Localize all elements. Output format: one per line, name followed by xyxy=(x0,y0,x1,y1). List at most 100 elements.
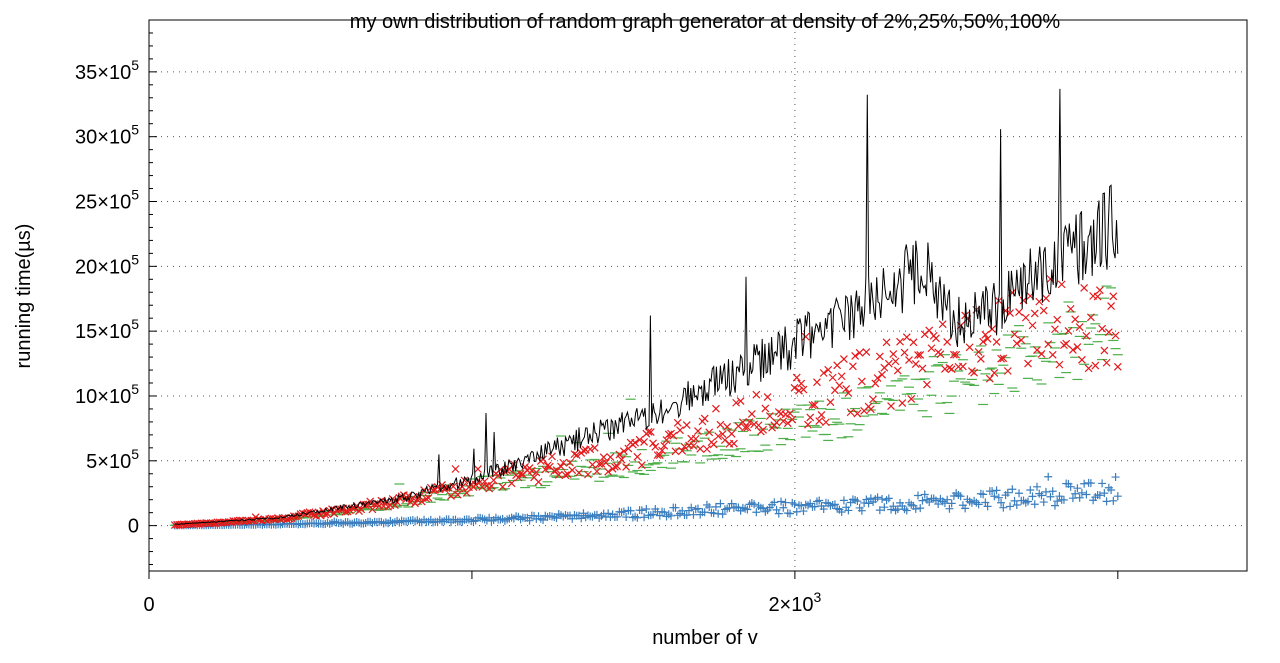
series-point-plus xyxy=(525,516,534,525)
series-point-cross xyxy=(878,370,887,379)
series-point-cross xyxy=(810,401,819,409)
series-point-cross xyxy=(584,470,592,479)
series-point-cross xyxy=(1111,331,1120,340)
series-point-cross xyxy=(783,419,792,428)
series-point-cross xyxy=(896,337,904,346)
series-point-cross xyxy=(938,320,947,329)
series-point-cross xyxy=(1071,315,1080,324)
series-line xyxy=(174,88,1119,525)
series-point-cross xyxy=(806,413,815,422)
series-point-plus xyxy=(914,491,922,500)
series-point-cross xyxy=(586,445,595,454)
series-point-cross xyxy=(732,398,741,407)
series-point-plus xyxy=(781,498,790,507)
series-point-cross xyxy=(925,326,934,335)
series-point-cross xyxy=(826,398,835,407)
series-point-cross xyxy=(945,363,954,372)
series-point-cross xyxy=(909,338,918,347)
series-point-cross xyxy=(759,425,768,434)
series-point-cross xyxy=(1100,346,1109,355)
series-point-cross xyxy=(866,405,875,414)
series-point-cross xyxy=(797,379,806,388)
series-point-plus xyxy=(864,499,873,508)
series-point-cross xyxy=(705,428,714,437)
series-point-cross xyxy=(606,453,615,461)
series-point-cross xyxy=(1095,286,1104,295)
axis-ticks xyxy=(148,19,1119,579)
series-point-plus xyxy=(705,502,714,511)
series-point-cross xyxy=(981,330,990,339)
series-point-cross xyxy=(875,352,884,361)
series-point-cross xyxy=(1037,350,1046,358)
series-point-cross xyxy=(887,402,895,411)
series-point-plus xyxy=(667,511,676,520)
series-point-cross xyxy=(792,373,801,382)
chart-title: my own distribution of random graph gene… xyxy=(350,11,1061,33)
series-point-plus xyxy=(750,500,759,509)
series-point-cross xyxy=(1098,324,1107,333)
series-point-cross xyxy=(676,426,684,435)
series-point-cross xyxy=(988,325,997,333)
series-point-cross xyxy=(343,507,352,516)
series-point-plus xyxy=(1111,473,1120,482)
series-point-cross xyxy=(790,383,799,392)
series-point-plus xyxy=(727,499,736,508)
series-point-cross xyxy=(882,338,891,347)
series-point-plus xyxy=(884,494,893,503)
series-point-cross xyxy=(579,446,588,455)
series-point-plus xyxy=(1008,485,1017,494)
series-point-plus xyxy=(893,505,902,514)
series-point-cross xyxy=(462,489,471,497)
series-point-plus xyxy=(552,514,561,523)
series-point-plus xyxy=(1082,490,1091,499)
series-point-cross xyxy=(900,348,909,357)
series-point-cross xyxy=(1093,292,1102,301)
y-tick-label: 15×105 xyxy=(75,316,139,343)
series-point-cross xyxy=(417,497,426,506)
series-point-plus xyxy=(853,497,862,506)
series-point-cross xyxy=(752,390,761,399)
series-point-cross xyxy=(947,365,956,374)
series-point-plus xyxy=(1102,497,1111,506)
series-point-cross xyxy=(691,434,700,443)
series-point-cross xyxy=(839,355,848,363)
series-point-plus xyxy=(637,506,646,515)
series-point-cross xyxy=(1077,355,1086,364)
series-point-plus xyxy=(815,496,824,505)
series-point-plus xyxy=(642,504,651,513)
series-point-cross xyxy=(822,418,830,427)
series-point-cross xyxy=(898,399,907,407)
series-point-cross xyxy=(1073,343,1082,351)
series-point-cross xyxy=(453,490,462,499)
series-point-cross xyxy=(716,420,725,429)
series-point-plus xyxy=(671,503,680,512)
series-point-plus xyxy=(797,501,806,510)
series-point-cross xyxy=(916,351,925,359)
series-point-cross xyxy=(337,505,345,514)
series-point-plus xyxy=(1073,484,1082,493)
series-point-cross xyxy=(936,350,945,359)
series-point-cross xyxy=(568,466,577,475)
plot-frame xyxy=(148,19,1248,572)
series-point-cross xyxy=(911,360,920,368)
series-point-cross xyxy=(1003,367,1012,375)
y-tick-label: 0 xyxy=(128,516,139,538)
y-tick-label: 5×105 xyxy=(86,446,139,473)
series-point-cross xyxy=(743,423,752,432)
series-point-cross xyxy=(460,476,469,485)
series-point-cross xyxy=(566,458,574,467)
series-point-cross xyxy=(1068,345,1077,354)
series-point-plus xyxy=(857,506,866,515)
series-point-cross xyxy=(965,343,974,352)
series-point-plus xyxy=(974,500,983,509)
series-point-cross xyxy=(745,418,754,426)
series-point-cross xyxy=(862,348,871,356)
series-point-plus xyxy=(1095,491,1104,500)
series-point-cross xyxy=(541,465,550,474)
series-point-plus xyxy=(945,504,954,513)
series-point-cross xyxy=(828,373,837,382)
series-point-plus xyxy=(992,486,1001,495)
series-point-cross xyxy=(658,446,666,455)
series-point-cross xyxy=(844,389,853,397)
